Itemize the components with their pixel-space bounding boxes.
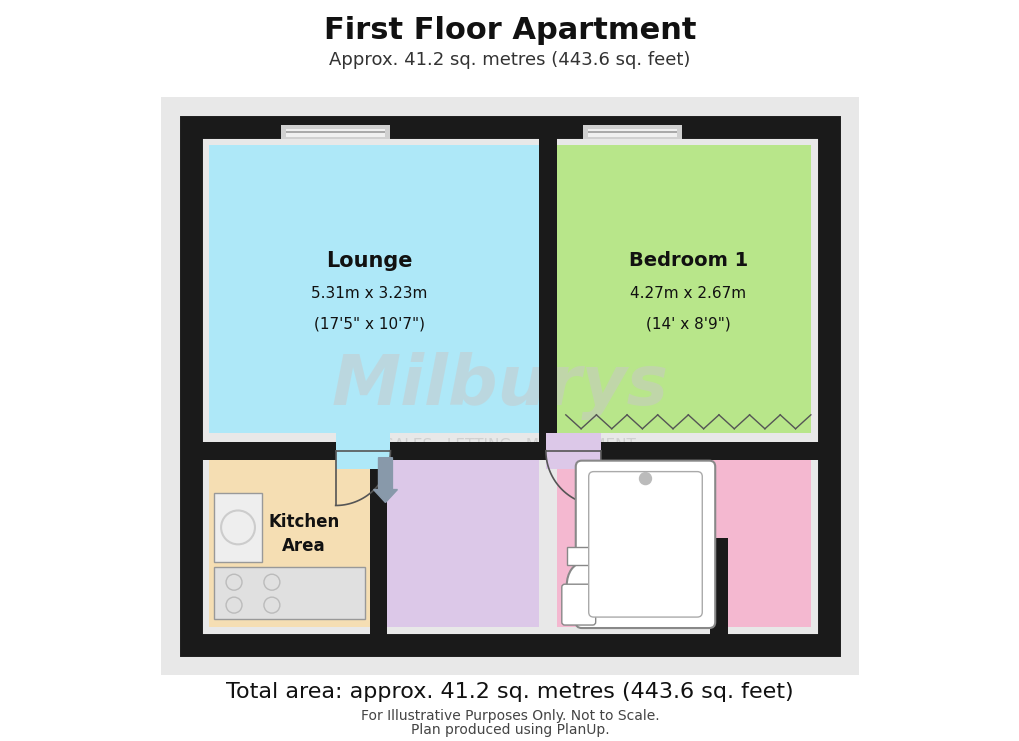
Text: 5.31m x 3.23m: 5.31m x 3.23m — [311, 286, 427, 302]
Bar — [709, 538, 728, 645]
Text: Plan produced using PlanUp.: Plan produced using PlanUp. — [411, 722, 608, 737]
Text: 4.27m x 2.67m: 4.27m x 2.67m — [630, 286, 746, 302]
Bar — [587, 129, 677, 136]
Bar — [285, 129, 385, 136]
Bar — [285, 130, 385, 133]
Text: Lounge: Lounge — [326, 251, 413, 271]
FancyArrow shape — [373, 458, 397, 502]
Bar — [387, 459, 538, 627]
Bar — [335, 433, 390, 468]
Text: Approx. 41.2 sq. metres (443.6 sq. feet): Approx. 41.2 sq. metres (443.6 sq. feet) — [329, 51, 690, 69]
Bar — [545, 433, 600, 468]
Bar — [582, 125, 682, 139]
FancyBboxPatch shape — [575, 461, 714, 628]
Bar — [214, 568, 364, 619]
Text: For Illustrative Purposes Only. Not to Scale.: For Illustrative Purposes Only. Not to S… — [361, 708, 658, 722]
Text: (17'5" x 10'7"): (17'5" x 10'7") — [314, 316, 425, 331]
Text: Bedroom 1: Bedroom 1 — [628, 251, 747, 270]
Text: Kitchen
Area: Kitchen Area — [268, 513, 339, 555]
Bar — [161, 97, 858, 675]
Bar — [567, 548, 596, 565]
Ellipse shape — [567, 562, 598, 608]
Circle shape — [639, 473, 651, 485]
Bar — [191, 442, 828, 459]
Bar — [209, 144, 538, 433]
Bar — [556, 144, 810, 433]
Bar — [587, 130, 677, 133]
Text: (14' x 8'9"): (14' x 8'9") — [645, 316, 730, 331]
Bar — [280, 125, 390, 139]
Bar — [191, 127, 828, 645]
Bar — [369, 451, 387, 645]
FancyBboxPatch shape — [561, 584, 595, 625]
Text: Milburys: Milburys — [331, 352, 667, 420]
Text: SALES   LETTING   MANAGEMENT: SALES LETTING MANAGEMENT — [384, 438, 635, 453]
Bar — [214, 493, 262, 562]
Text: First Floor Apartment: First Floor Apartment — [323, 16, 696, 44]
Bar — [538, 127, 556, 451]
Text: Total area: approx. 41.2 sq. metres (443.6 sq. feet): Total area: approx. 41.2 sq. metres (443… — [226, 682, 793, 702]
Bar — [209, 459, 369, 627]
Bar — [556, 459, 810, 627]
FancyBboxPatch shape — [588, 471, 702, 617]
